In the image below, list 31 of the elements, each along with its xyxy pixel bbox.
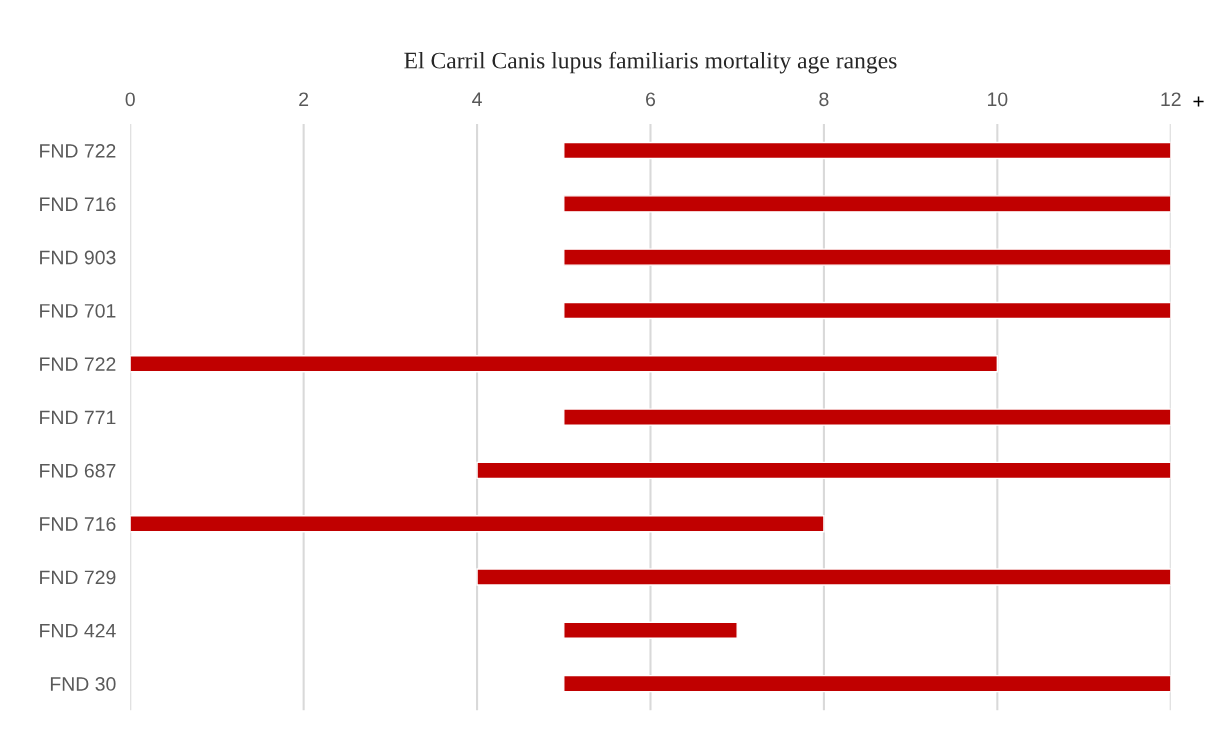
- y-tick-label: FND 729: [40, 570, 116, 585]
- x-tick-label: 4: [472, 92, 482, 106]
- bar: [563, 141, 1171, 160]
- bar: [476, 461, 1171, 480]
- y-tick-label: FND 30: [50, 677, 116, 691]
- bar: [130, 355, 999, 373]
- bar: [563, 248, 1171, 266]
- bar: [563, 621, 738, 640]
- bar: [563, 301, 1171, 320]
- bar: [563, 408, 1171, 426]
- chart-title: El Carril Canis lupus familiaris mortality age ranges: [404, 51, 897, 74]
- bar: [476, 568, 1171, 586]
- bar: [563, 195, 1171, 213]
- x-tick-label: 0: [125, 92, 135, 107]
- text: +: [1193, 96, 1204, 107]
- y-tick-label: FND 701: [40, 303, 116, 318]
- y-tick-label: FND 424: [40, 623, 116, 638]
- y-tick-label: FND 687: [40, 463, 116, 478]
- y-tick-label: FND 722: [40, 357, 116, 371]
- y-tick-label: FND 903: [40, 250, 116, 265]
- x-tick-label: 10: [988, 92, 1008, 107]
- y-tick-label: FND 716: [40, 517, 116, 531]
- y-tick-label: FND 716: [40, 197, 116, 212]
- x-tick-label: 12: [1161, 92, 1181, 106]
- x-tick-label: 2: [299, 92, 309, 106]
- y-tick-label: FND 771: [40, 410, 116, 425]
- y-tick-label: FND 722: [40, 144, 116, 158]
- bar: [563, 674, 1171, 693]
- bar: [130, 515, 825, 533]
- x-tick-label: 6: [646, 92, 656, 107]
- x-tick-label: 8: [819, 92, 829, 107]
